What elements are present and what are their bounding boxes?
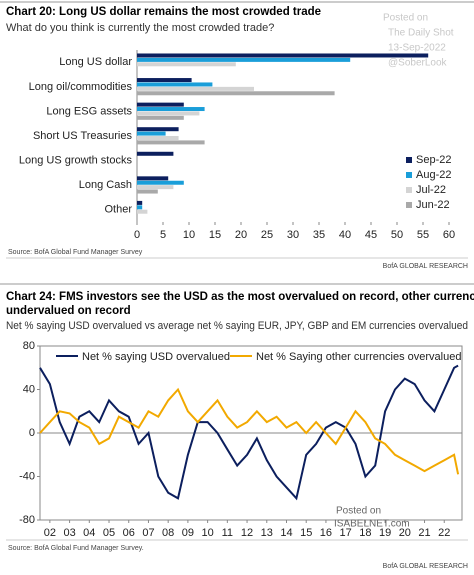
bar — [137, 62, 236, 67]
watermark: Posted on — [336, 506, 381, 517]
category-label: Long oil/commodities — [29, 81, 133, 93]
x-tick-label: 09 — [182, 527, 194, 539]
source: Source: BofA Global Fund Manager Survey. — [8, 545, 144, 552]
bar — [137, 53, 429, 58]
legend-swatch — [406, 172, 412, 178]
x-tick-label: 08 — [162, 527, 174, 539]
x-tick-label: 50 — [391, 229, 403, 241]
line-series — [39, 387, 460, 475]
bar — [137, 205, 143, 210]
x-tick-label: 02 — [44, 527, 56, 539]
x-tick-label: 15 — [209, 229, 221, 241]
bar — [137, 57, 351, 62]
bar — [137, 185, 174, 190]
watermark: ISABELNET.com — [334, 519, 410, 530]
bar — [137, 209, 148, 214]
bar — [137, 176, 169, 181]
x-tick-label: 04 — [83, 527, 95, 539]
chart-subtitle: What do you think is currently the most … — [6, 22, 274, 34]
x-tick-label: 30 — [287, 229, 299, 241]
x-tick-label: 12 — [241, 527, 253, 539]
line-series — [39, 364, 459, 501]
category-label: Other — [104, 204, 132, 216]
x-tick-label: 18 — [359, 527, 371, 539]
y-tick-label: 40 — [23, 383, 35, 395]
legend-label: Jul-22 — [416, 184, 446, 196]
x-tick-label: 20 — [235, 229, 247, 241]
bar — [137, 102, 184, 107]
category-label: Long US dollar — [59, 56, 132, 68]
brand: BofA GLOBAL RESEARCH — [383, 263, 468, 270]
category-label: Long US growth stocks — [19, 154, 133, 166]
x-tick-label: 11 — [222, 527, 233, 539]
source: Source: BofA Global Fund Manager Survey — [8, 249, 143, 256]
x-tick-label: 10 — [183, 229, 195, 241]
bar — [137, 189, 158, 194]
legend-label: Sep-22 — [416, 154, 451, 166]
bar — [137, 131, 166, 136]
chart-title: Chart 24: FMS investors see the USD as t… — [6, 291, 474, 317]
bar — [137, 140, 205, 145]
x-tick-label: 35 — [313, 229, 325, 241]
x-tick-label: 15 — [300, 527, 312, 539]
legend-swatch — [406, 202, 412, 208]
watermark: @SoberLook — [388, 58, 448, 69]
x-tick-label: 0 — [134, 229, 140, 241]
x-tick-label: 03 — [63, 527, 75, 539]
x-tick-label: 60 — [443, 229, 455, 241]
legend-label: Net % Saying other currencies overvalued — [256, 351, 461, 363]
bar — [137, 136, 179, 140]
bar — [137, 127, 179, 132]
brand: BofA GLOBAL RESEARCH — [383, 563, 468, 570]
chart-subtitle: Net % saying USD overvalued vs average n… — [6, 320, 468, 332]
x-tick-label: 5 — [160, 229, 166, 241]
bar — [137, 200, 143, 205]
bar — [137, 107, 205, 112]
x-tick-label: 05 — [103, 527, 115, 539]
legend-label: Jun-22 — [416, 199, 450, 211]
category-label: Short US Treasuries — [33, 130, 133, 142]
x-tick-label: 19 — [379, 527, 391, 539]
x-tick-label: 14 — [280, 527, 292, 539]
watermark: The Daily Shot — [388, 28, 454, 39]
watermark: 13-Sep-2022 — [388, 43, 446, 54]
legend-swatch — [406, 187, 412, 193]
x-tick-label: 16 — [320, 527, 332, 539]
bar — [137, 82, 213, 87]
x-tick-label: 22 — [438, 527, 450, 539]
x-tick-label: 20 — [399, 527, 411, 539]
bar — [137, 78, 192, 83]
x-tick-label: 13 — [261, 527, 273, 539]
x-tick-label: 45 — [365, 229, 377, 241]
bar — [137, 111, 200, 116]
y-tick-label: 80 — [23, 340, 35, 352]
y-tick-label: -40 — [19, 470, 35, 482]
category-label: Long Cash — [79, 179, 132, 191]
legend-label: Net % saying USD overvalued — [82, 351, 230, 363]
bar — [137, 91, 335, 96]
y-tick-label: 0 — [29, 427, 35, 439]
x-tick-label: 17 — [340, 527, 352, 539]
legend-label: Aug-22 — [416, 169, 451, 181]
x-tick-label: 10 — [201, 527, 213, 539]
bar — [137, 115, 184, 120]
y-tick-label: -80 — [19, 514, 35, 526]
watermark: Posted on — [383, 13, 428, 24]
x-tick-label: 40 — [339, 229, 351, 241]
bar — [137, 86, 254, 91]
bar — [137, 151, 174, 156]
category-label: Long ESG assets — [46, 105, 132, 117]
x-tick-label: 55 — [417, 229, 429, 241]
x-tick-label: 25 — [261, 229, 273, 241]
x-tick-label: 21 — [418, 527, 430, 539]
chart-title: Chart 20: Long US dollar remains the mos… — [6, 6, 321, 18]
x-tick-label: 07 — [142, 527, 154, 539]
x-tick-label: 06 — [123, 527, 135, 539]
legend-swatch — [406, 157, 412, 163]
bar — [137, 180, 184, 185]
